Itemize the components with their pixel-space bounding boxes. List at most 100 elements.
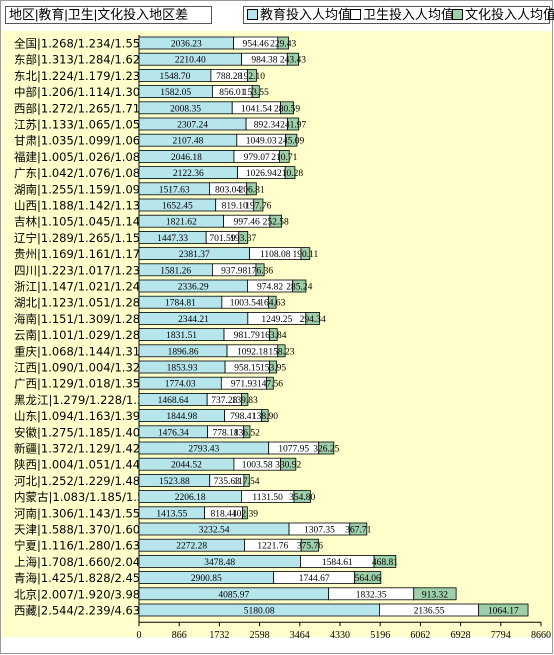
- data-label: 788.28: [216, 72, 242, 82]
- data-label: 819.10: [222, 202, 248, 212]
- bar-segment: [238, 230, 249, 244]
- data-label: 1049.03: [246, 137, 277, 147]
- category-label: 湖北|1.123/1.051/1.282: [14, 296, 147, 310]
- bar-segment: [261, 409, 269, 423]
- data-label: 1476.34: [158, 428, 189, 438]
- legend-swatch-education: [247, 9, 258, 21]
- data-label: 367.71: [345, 526, 371, 536]
- bar-segment: [269, 328, 278, 342]
- category-label: 甘肃|1.035/1.099/1.068: [14, 134, 147, 148]
- category-label: 山东|1.094/1.163/1.395: [14, 409, 147, 423]
- data-label: 147.56: [257, 380, 283, 390]
- bar-segment: [255, 263, 265, 277]
- legend: 教育投入人均值 卫生投入人均值 文化投入人均值: [243, 6, 554, 24]
- category-label: 重庆|1.068/1.144/1.310: [14, 344, 147, 358]
- category-label: 河北|1.252/1.229/1.488: [14, 474, 147, 488]
- category-label: 中部|1.206/1.114/1.301: [14, 85, 147, 99]
- bar-segment: [292, 279, 307, 293]
- data-label: 1447.33: [157, 234, 188, 244]
- data-label: 1581.26: [160, 266, 191, 276]
- bar-segment: [318, 441, 335, 455]
- category-label: 安徽|1.275/1.185/1.405: [14, 425, 147, 439]
- x-tick-label: 866: [172, 630, 187, 641]
- bar-segment: [243, 473, 250, 487]
- bar-segment: [280, 101, 295, 115]
- bar-segment: [240, 392, 249, 406]
- data-label: 2210.40: [175, 56, 206, 66]
- bar-segment: [293, 490, 311, 504]
- data-label: 737.28: [211, 396, 237, 406]
- data-label: 2381.37: [179, 250, 210, 260]
- data-label: 981.79: [234, 331, 260, 341]
- data-label: 5180.08: [244, 607, 275, 617]
- data-label: 192.10: [239, 72, 265, 82]
- category-label: 天津|1.588/1.370/1.603: [14, 523, 147, 537]
- data-label: 1092.18: [237, 347, 268, 357]
- x-tick-label: 2598: [250, 630, 270, 641]
- data-label: 354.80: [289, 493, 315, 503]
- data-label: 798.41: [230, 412, 256, 422]
- data-label: 2046.18: [171, 153, 202, 163]
- data-label: 1582.05: [160, 88, 191, 98]
- data-label: 1652.45: [162, 202, 193, 212]
- bar-segment: [305, 311, 320, 325]
- data-label: 158.23: [268, 347, 294, 357]
- category-label: 东部|1.313/1.284/1.626: [14, 53, 147, 67]
- category-label: 西藏|2.544/2.239/4.638: [14, 604, 147, 618]
- data-label: 803.04: [215, 185, 241, 195]
- legend-item-health: 卫生投入人均值: [350, 7, 454, 23]
- bar-segment: [284, 166, 296, 180]
- data-label: 285.24: [286, 283, 312, 293]
- data-label: 153.95: [260, 364, 286, 374]
- data-label: 2036.23: [171, 40, 202, 50]
- data-label: 954.46: [243, 40, 269, 50]
- data-label: 139.83: [232, 396, 258, 406]
- legend-item-culture: 文化投入人均值: [452, 7, 554, 23]
- category-label: 全国|1.268/1.234/1.559: [14, 37, 147, 51]
- bar-segment: [300, 247, 311, 261]
- category-label: 广东|1.042/1.076/1.083: [14, 166, 147, 180]
- data-label: 190.11: [293, 250, 319, 260]
- legend-swatch-culture: [452, 9, 463, 21]
- data-label: 2344.21: [178, 315, 209, 325]
- x-tick-label: 1732: [209, 630, 229, 641]
- bar-segment: [277, 36, 289, 50]
- category-label: 云南|1.101/1.029/1.286: [14, 328, 147, 342]
- bar-segment: [373, 555, 397, 568]
- data-label: 164.63: [259, 299, 285, 309]
- data-label: 564.06: [355, 574, 381, 584]
- data-label: 1517.63: [159, 185, 190, 195]
- data-label: 892.34: [254, 121, 280, 131]
- category-label: 海南|1.151/1.309/1.283: [14, 312, 147, 326]
- data-label: 193.37: [230, 234, 256, 244]
- data-label: 958.15: [234, 364, 260, 374]
- category-label: 浙江|1.147/1.021/1.243: [14, 280, 147, 294]
- data-label: 468.81: [372, 558, 398, 568]
- category-label: 东北|1.224/1.179/1.231: [14, 69, 147, 83]
- data-label: 1832.35: [356, 590, 387, 600]
- bar-segment: [286, 52, 300, 66]
- category-label: 辽宁|1.289/1.265/1.157: [14, 231, 147, 245]
- x-tick-label: 6062: [410, 630, 430, 641]
- data-label: 102.39: [232, 509, 258, 519]
- data-label: 1131.50: [252, 493, 283, 503]
- category-label: 河南|1.306/1.143/1.554: [14, 506, 147, 520]
- category-label: 黑龙江|1.279/1.228/1.391: [14, 393, 159, 407]
- category-label: 四川|1.223/1.017/1.231: [14, 263, 147, 277]
- data-label: 2107.48: [172, 137, 203, 147]
- bar-segment: [246, 182, 257, 196]
- bar-segment: [300, 538, 320, 552]
- bar-segment: [268, 295, 277, 309]
- category-label: 山西|1.188/1.142/1.138: [14, 199, 147, 213]
- legend-item-education: 教育投入人均值: [247, 7, 351, 23]
- bar-segment: [247, 69, 257, 82]
- bar-segment: [253, 198, 264, 212]
- data-label: 197.76: [245, 202, 271, 212]
- category-label: 青海|1.425/1.828/2.459: [14, 571, 147, 585]
- data-label: 163.84: [260, 331, 286, 341]
- bar-segment: [277, 344, 286, 358]
- data-label: 375.76: [297, 542, 323, 552]
- bar-segment: [243, 425, 251, 439]
- data-label: 856.01: [219, 88, 245, 98]
- category-label: 北京|2.007/1.920/3.981: [14, 587, 147, 601]
